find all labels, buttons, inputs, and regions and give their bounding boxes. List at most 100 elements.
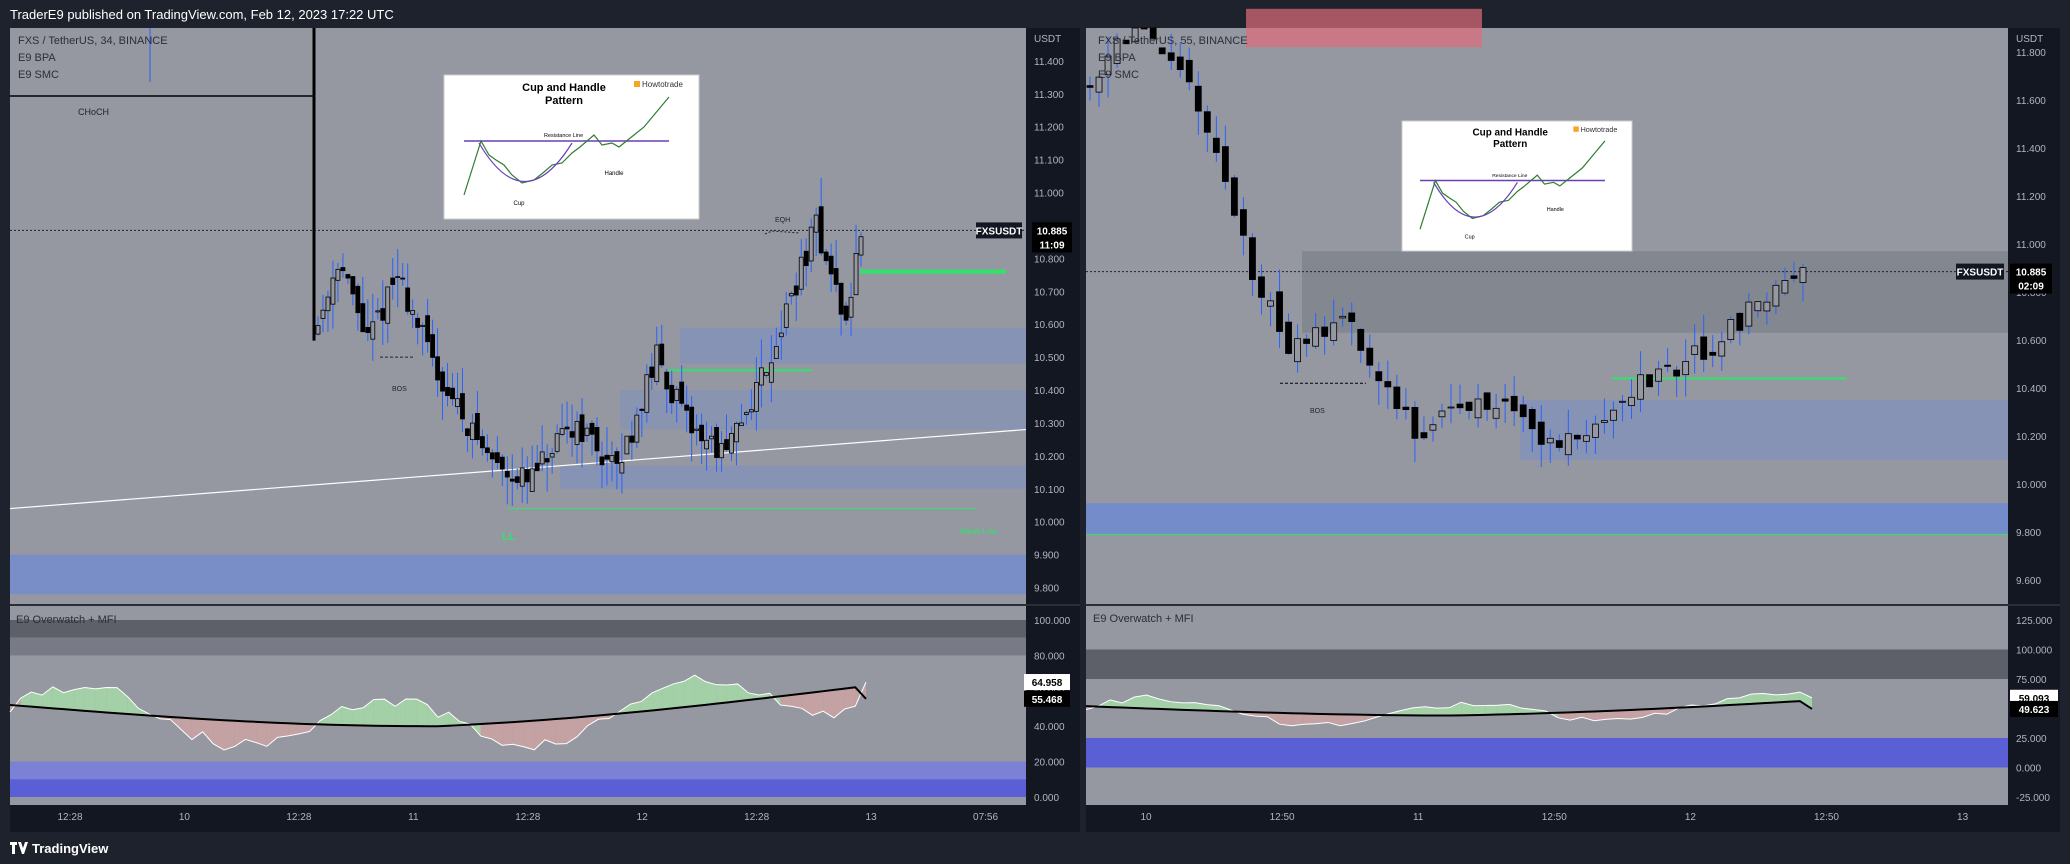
left-candle-body bbox=[365, 327, 371, 333]
left-bos-label: BOS bbox=[392, 386, 407, 393]
right-mfi-fill bbox=[1509, 704, 1522, 715]
right-legend: FXS / TetherUS, 55, BINANCE E9 BPA E9 SM… bbox=[1098, 33, 1248, 84]
left-mfi-fill bbox=[213, 719, 224, 750]
left-mfi-fill bbox=[277, 722, 289, 738]
left-mfi-fill bbox=[245, 721, 257, 743]
left-candle-body bbox=[674, 388, 680, 401]
right-mfi-fill bbox=[1412, 706, 1425, 716]
right-candle-body bbox=[1095, 76, 1103, 93]
left-demand-zone bbox=[10, 554, 1026, 595]
right-price-tag: 10.885 bbox=[2016, 268, 2047, 279]
left-price-tick: 9.800 bbox=[1034, 584, 1059, 595]
left-candle-body bbox=[579, 414, 585, 442]
right-price-tag-bg bbox=[2010, 263, 2052, 280]
right-mfi-fill bbox=[1727, 697, 1740, 706]
right-grey-zone bbox=[1302, 251, 2008, 333]
right-inset-brand: Howtotrade bbox=[1581, 125, 1618, 134]
publisher-text: TraderE9 published on TradingView.com, F… bbox=[10, 7, 394, 22]
panel-divider bbox=[1080, 28, 1086, 832]
left-inset-path bbox=[463, 96, 670, 196]
left-candle-body bbox=[833, 268, 839, 285]
right-inset-handle-label: Handle bbox=[1547, 207, 1564, 213]
left-mfi-fill bbox=[545, 719, 556, 744]
left-mfi-fill bbox=[373, 699, 385, 726]
left-symbol-tag-bg bbox=[976, 222, 1022, 239]
left-candle-body bbox=[689, 406, 695, 434]
right-candle-body bbox=[1456, 403, 1464, 409]
tradingview-logo[interactable]: TradingView bbox=[10, 841, 108, 856]
left-mfi-fill bbox=[31, 692, 43, 708]
right-indicator-title[interactable]: E9 Overwatch + MFI bbox=[1093, 613, 1194, 625]
right-candle-body bbox=[1682, 361, 1690, 376]
left-legend-bpa[interactable]: E9 BPA bbox=[18, 52, 56, 64]
right-candle-body bbox=[1167, 52, 1175, 61]
left-mfi-fill bbox=[705, 681, 717, 705]
right-candle-body bbox=[1113, 38, 1121, 64]
left-candle-body bbox=[470, 422, 475, 441]
right-symbol-tag-bg bbox=[1956, 263, 2004, 280]
right-candle-body bbox=[1664, 364, 1671, 367]
right-candle-body bbox=[1203, 111, 1211, 133]
right-candle-body bbox=[1185, 59, 1193, 83]
left-candle-body bbox=[669, 384, 675, 404]
left-mfi-fill bbox=[737, 683, 749, 702]
left-candle-body bbox=[798, 256, 804, 290]
right-candle-body bbox=[1276, 291, 1283, 332]
left-candle-body bbox=[479, 436, 485, 449]
left-currency-label: USDT bbox=[1034, 34, 1061, 45]
right-inset-title: Cup and Handle bbox=[1473, 127, 1549, 138]
right-mfi-fill bbox=[1751, 693, 1764, 704]
left-indicator-title[interactable]: E9 Overwatch + MFI bbox=[16, 614, 117, 626]
left-mfi-fill bbox=[405, 698, 417, 727]
left-weak-low-label: Weak Low bbox=[960, 527, 997, 536]
left-time-tick: 11 bbox=[408, 812, 419, 823]
right-legend-bpa[interactable]: E9 BPA bbox=[1098, 52, 1136, 64]
left-mfi-fill bbox=[812, 691, 824, 716]
left-candle-body bbox=[345, 274, 351, 279]
left-candle-body bbox=[589, 422, 595, 435]
left-candle-body bbox=[445, 386, 450, 397]
right-mfi-fill bbox=[1158, 698, 1171, 710]
left-candle-body bbox=[858, 236, 864, 256]
right-legend-symbol[interactable]: FXS / TetherUS, 55, BINANCE bbox=[1098, 35, 1248, 47]
right-candle-body bbox=[1564, 433, 1572, 456]
right-mfi-fill bbox=[1207, 704, 1220, 712]
left-mfi-fill bbox=[534, 719, 545, 750]
right-candle-body bbox=[1212, 137, 1220, 153]
left-trendline bbox=[9, 428, 1027, 510]
right-legend-smc[interactable]: E9 SMC bbox=[1098, 69, 1139, 81]
right-candle-body bbox=[1240, 209, 1247, 236]
left-candle-body bbox=[360, 303, 366, 333]
left-mfi-fill bbox=[63, 689, 75, 711]
left-candle-body bbox=[768, 362, 774, 383]
left-mfi-fill bbox=[630, 701, 642, 713]
left-legend-symbol[interactable]: FXS / TetherUS, 34, BINANCE bbox=[18, 35, 168, 47]
left-candle-body bbox=[629, 435, 635, 443]
left-candle-body bbox=[639, 408, 645, 411]
left-ind-tag-2: 55.468 bbox=[1032, 695, 1063, 706]
left-time-tick: 12:28 bbox=[515, 812, 540, 823]
right-time-tick: 12:50 bbox=[1542, 812, 1567, 823]
left-mfi-fill bbox=[780, 695, 792, 707]
right-time-tick: 10 bbox=[1140, 812, 1152, 823]
left-legend-smc[interactable]: E9 SMC bbox=[18, 69, 59, 81]
right-candle-body bbox=[1736, 312, 1744, 331]
left-ll-label: LL bbox=[502, 531, 516, 543]
left-candle-body bbox=[335, 268, 341, 281]
left-mfi-fill bbox=[587, 715, 599, 726]
left-candle-body bbox=[763, 372, 769, 376]
left-candle-body bbox=[848, 296, 854, 318]
right-candle-body bbox=[1393, 386, 1401, 409]
charts-svg[interactable]: 11.40011.30011.20011.10011.00010.90010.8… bbox=[0, 0, 2070, 832]
right-candle-body bbox=[1646, 374, 1653, 388]
right-mfi-fill bbox=[1485, 705, 1498, 715]
left-candle-body bbox=[519, 467, 525, 487]
right-mfi-fill bbox=[1340, 714, 1353, 726]
right-mfi-fill bbox=[1315, 713, 1328, 724]
right-candle-body bbox=[1492, 407, 1500, 419]
right-mfi-fill bbox=[1110, 699, 1123, 708]
right-candle-body bbox=[1339, 315, 1347, 319]
left-mfi-fill bbox=[641, 692, 652, 712]
left-candle-body bbox=[803, 250, 809, 267]
left-candle-body bbox=[370, 321, 376, 340]
